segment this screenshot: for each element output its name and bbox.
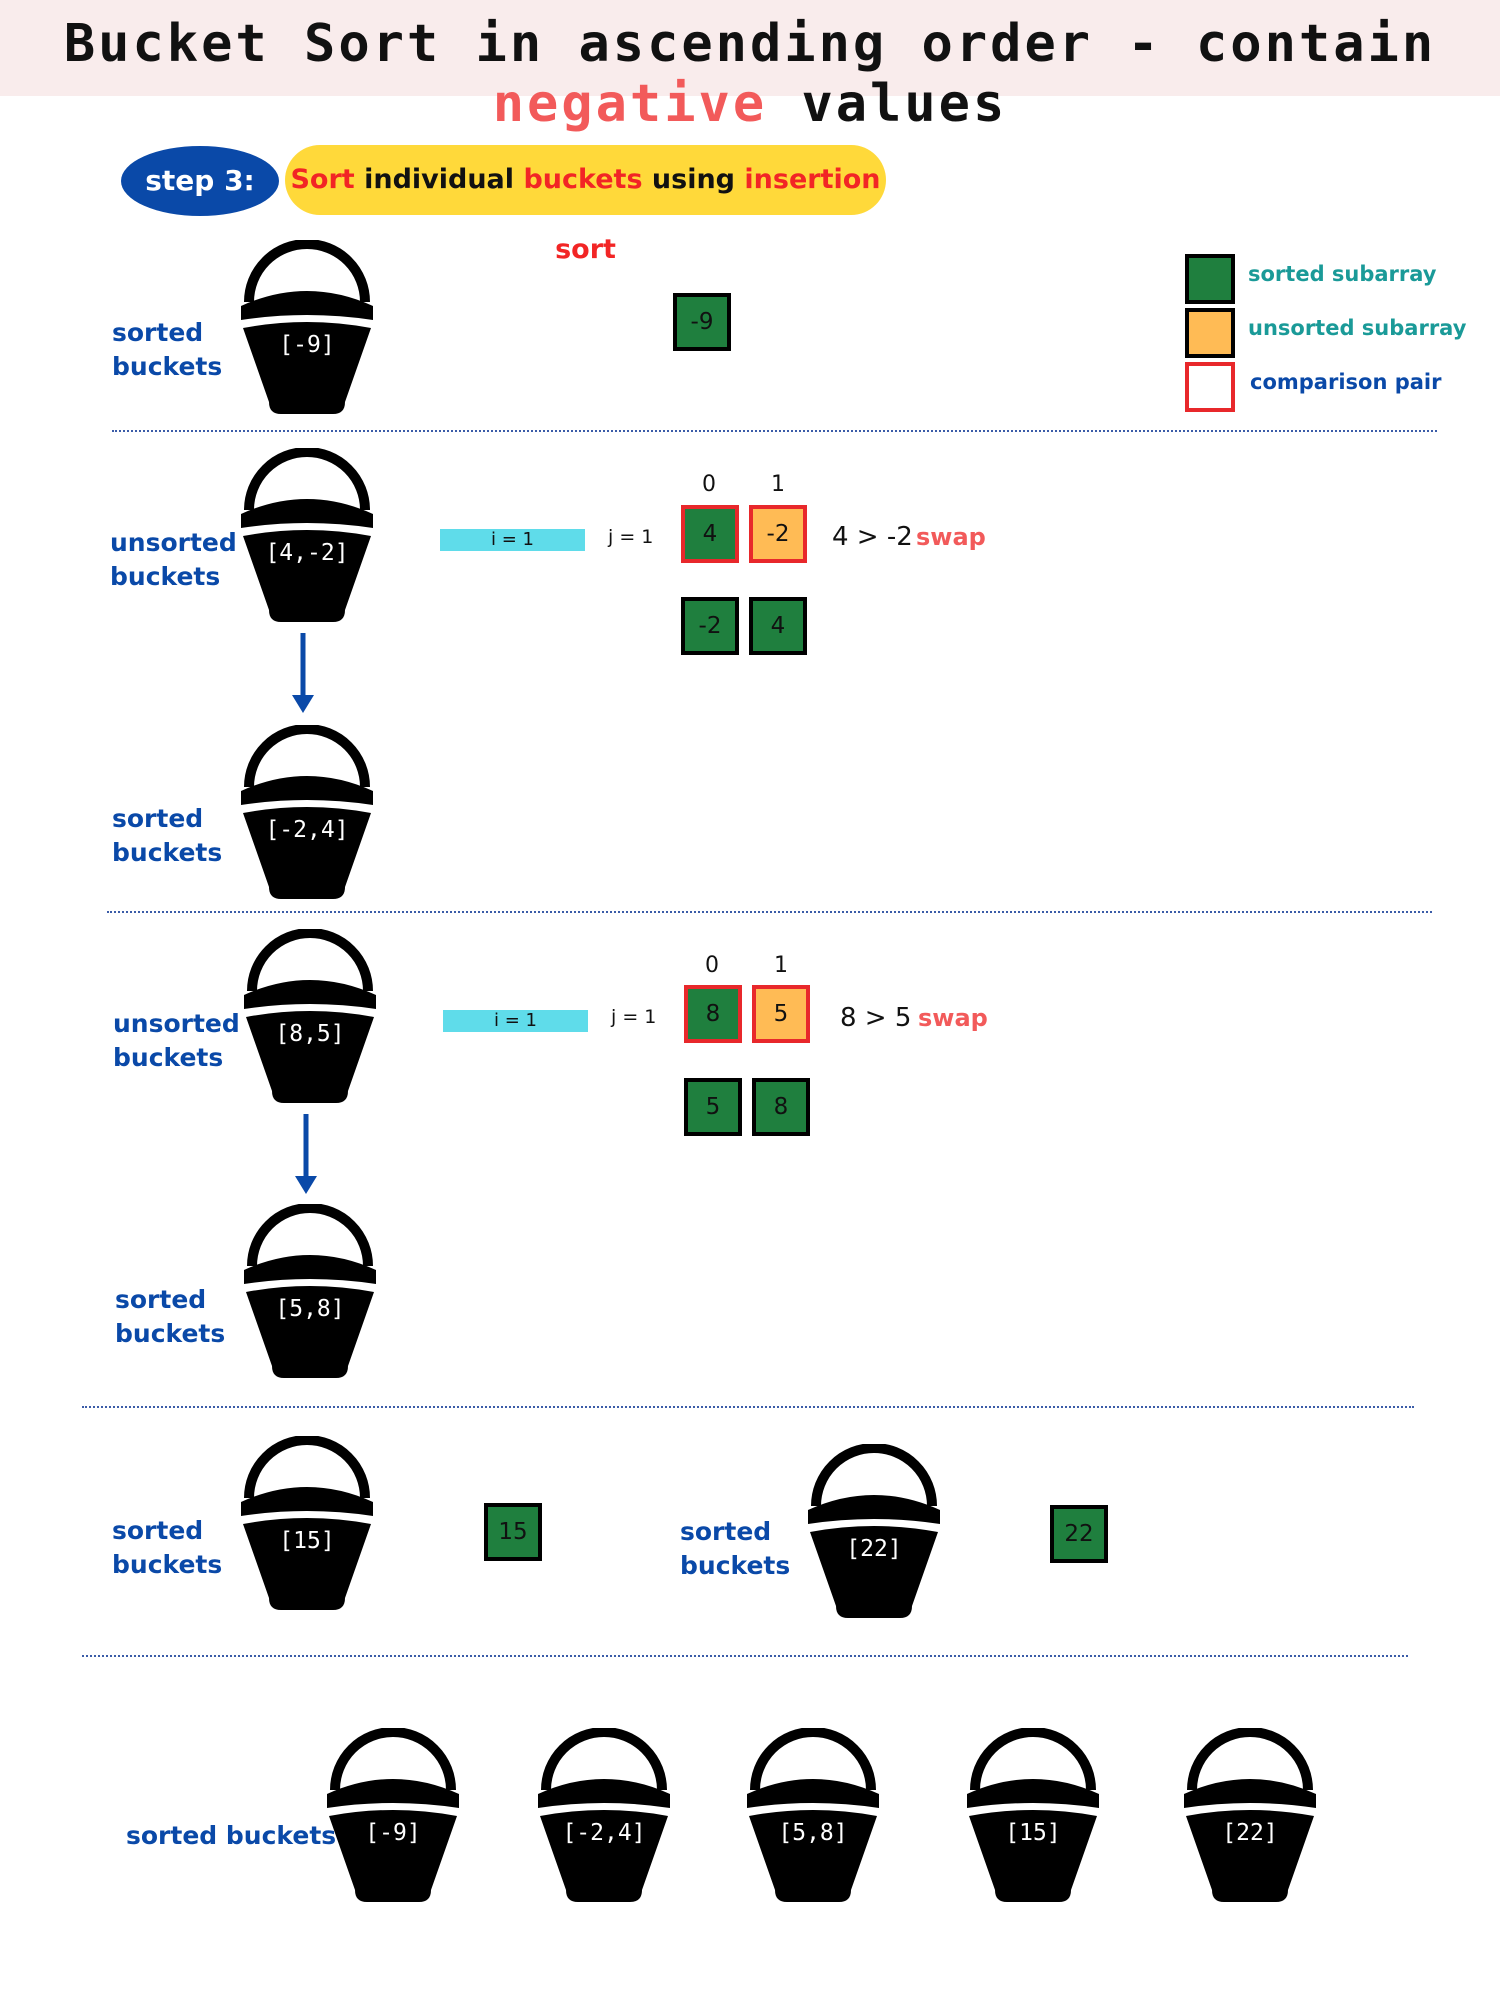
banner-word-individual: individual bbox=[354, 164, 524, 195]
label-sorted-buckets-5: sorted buckets bbox=[680, 1515, 790, 1583]
legend-unsorted-swatch bbox=[1185, 308, 1235, 358]
label-line-1: unsorted bbox=[110, 528, 237, 557]
label-line-1: sorted bbox=[112, 804, 204, 833]
title-text-end: values bbox=[767, 74, 1008, 134]
title-text: Bucket Sort in ascending order - contain bbox=[63, 14, 1437, 74]
bucket-icon: [8,5] bbox=[240, 929, 380, 1107]
label-line-1: sorted bbox=[680, 1517, 772, 1546]
bucket-content: [4,-2] bbox=[265, 540, 349, 566]
comparison-text: 4 > -2 bbox=[832, 522, 913, 552]
index-label: 0 bbox=[702, 472, 716, 497]
i-pointer-label: i = 1 bbox=[440, 529, 585, 551]
label-line-2: buckets bbox=[112, 838, 223, 867]
bucket-content: [5,8] bbox=[778, 1820, 848, 1846]
sorted-element: 22 bbox=[1050, 1505, 1108, 1563]
banner-word-buckets: buckets bbox=[523, 164, 643, 195]
banner-word-using: using bbox=[642, 164, 745, 195]
sorted-element: 5 bbox=[684, 1078, 742, 1136]
bucket-icon: [22] bbox=[1180, 1728, 1320, 1906]
bucket-content: [15] bbox=[1005, 1820, 1061, 1846]
section-divider bbox=[82, 1406, 1414, 1408]
comparison-text: 8 > 5 bbox=[840, 1003, 912, 1033]
label-line-2: buckets bbox=[113, 1043, 224, 1072]
j-pointer-label: j = 1 bbox=[611, 1006, 657, 1028]
sorted-element: 8 bbox=[752, 1078, 810, 1136]
bucket-icon: [15] bbox=[963, 1728, 1103, 1906]
down-arrow-icon bbox=[292, 633, 314, 713]
comparison-element: 5 bbox=[752, 985, 810, 1043]
label-sorted-buckets-2: sorted buckets bbox=[112, 802, 222, 870]
bucket-content: [8,5] bbox=[275, 1021, 345, 1047]
legend-sorted-text: sorted subarray bbox=[1248, 262, 1437, 286]
label-sorted-buckets-final: sorted buckets bbox=[126, 1821, 337, 1850]
swap-label: swap bbox=[918, 1004, 988, 1032]
down-arrow-icon bbox=[295, 1114, 317, 1194]
sorted-element: -9 bbox=[673, 293, 731, 351]
comparison-element: 8 bbox=[684, 985, 742, 1043]
label-line-2: buckets bbox=[112, 352, 223, 381]
label-line-1: sorted bbox=[115, 1285, 207, 1314]
section-divider bbox=[112, 430, 1437, 432]
legend-sorted-swatch bbox=[1185, 254, 1235, 304]
label-unsorted-buckets-2: unsorted buckets bbox=[110, 526, 237, 594]
label-line-2: buckets bbox=[680, 1551, 791, 1580]
bucket-icon: [-2,4] bbox=[237, 725, 377, 903]
legend-comparison-swatch bbox=[1185, 362, 1235, 412]
step-badge: step 3: bbox=[121, 146, 279, 216]
index-label: 0 bbox=[705, 953, 719, 978]
swap-label: swap bbox=[916, 523, 986, 551]
comparison-element: -2 bbox=[749, 505, 807, 563]
legend-unsorted-text: unsorted subarray bbox=[1248, 316, 1467, 340]
bucket-content: [-9] bbox=[279, 332, 335, 358]
bucket-icon: [5,8] bbox=[743, 1728, 883, 1906]
label-sorted-buckets-3: sorted buckets bbox=[115, 1283, 225, 1351]
bucket-icon: [-9] bbox=[237, 240, 377, 418]
label-unsorted-buckets-3: unsorted buckets bbox=[113, 1007, 240, 1075]
j-pointer-label: j = 1 bbox=[608, 526, 654, 548]
legend-sorted-label: sorted subarray bbox=[1248, 262, 1437, 286]
bucket-icon: [-9] bbox=[323, 1728, 463, 1906]
label-line-2: buckets bbox=[110, 562, 221, 591]
i-pointer-label: i = 1 bbox=[443, 1010, 588, 1032]
comparison-element: 4 bbox=[681, 505, 739, 563]
sorted-element: 15 bbox=[484, 1503, 542, 1561]
section-divider bbox=[82, 1655, 1408, 1657]
bucket-icon: [5,8] bbox=[240, 1204, 380, 1382]
bucket-icon: [-2,4] bbox=[534, 1728, 674, 1906]
index-label: 1 bbox=[771, 472, 785, 497]
bucket-icon: [4,-2] bbox=[237, 448, 377, 626]
label-sorted-buckets-4: sorted buckets bbox=[112, 1514, 222, 1582]
title-highlight: negative bbox=[492, 74, 768, 134]
index-label: 1 bbox=[774, 953, 788, 978]
bucket-content: [-2,4] bbox=[562, 1820, 646, 1846]
bucket-content: [15] bbox=[279, 1528, 335, 1554]
page-title: Bucket Sort in ascending order - contain… bbox=[0, 14, 1500, 134]
bucket-icon: [22] bbox=[804, 1444, 944, 1622]
label-sorted-buckets-1: sorted buckets bbox=[112, 316, 222, 384]
sorted-element: -2 bbox=[681, 597, 739, 655]
label-line-1: unsorted bbox=[113, 1009, 240, 1038]
legend-comparison-label: comparison pair bbox=[1250, 370, 1442, 394]
bucket-content: [-2,4] bbox=[265, 817, 349, 843]
bucket-icon: [15] bbox=[237, 1436, 377, 1614]
title-bar bbox=[0, 0, 1500, 96]
bucket-content: [22] bbox=[846, 1536, 902, 1562]
step-description: Sort individual buckets using insertion … bbox=[285, 145, 886, 265]
label-line-2: buckets bbox=[112, 1550, 223, 1579]
label-line-2: buckets bbox=[115, 1319, 226, 1348]
sorted-element: 4 bbox=[749, 597, 807, 655]
label-line-1: sorted bbox=[112, 318, 204, 347]
banner-word-sort: Sort bbox=[290, 164, 355, 195]
label-line-1: sorted bbox=[112, 1516, 204, 1545]
bucket-content: [22] bbox=[1222, 1820, 1278, 1846]
legend-unsorted-label: unsorted subarray bbox=[1248, 316, 1466, 340]
banner-word-insertion-sort: insertion sort bbox=[555, 164, 881, 265]
bucket-content: [-9] bbox=[365, 1820, 421, 1846]
section-divider bbox=[107, 911, 1432, 913]
bucket-content: [5,8] bbox=[275, 1296, 345, 1322]
